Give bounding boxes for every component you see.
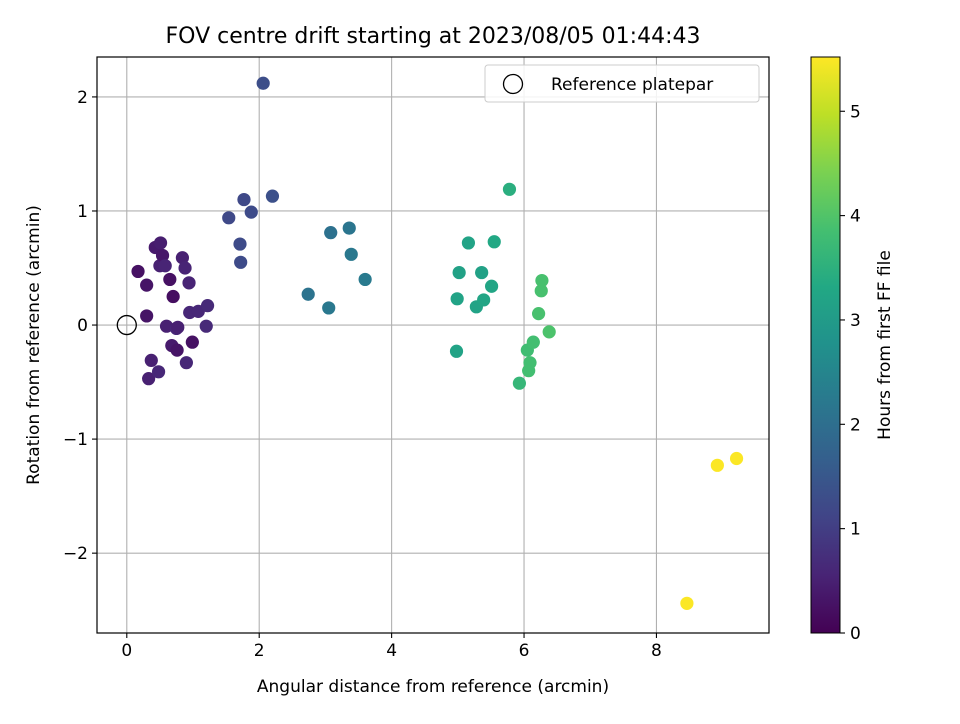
- scatter-point: [151, 365, 166, 379]
- scatter-point: [256, 76, 270, 90]
- y-tick-label: −2: [63, 544, 88, 564]
- scatter-point: [171, 320, 185, 334]
- x-tick-label: 6: [519, 641, 530, 661]
- y-tick-label: 0: [77, 316, 88, 336]
- scatter-point: [534, 284, 548, 298]
- scatter-point: [179, 356, 193, 370]
- legend-box: [484, 64, 760, 103]
- scatter-point: [475, 265, 489, 280]
- x-tick-label: 8: [651, 641, 662, 661]
- scatter-point: [512, 376, 527, 390]
- axes-frame: [96, 56, 770, 634]
- scatter-point: [680, 596, 694, 610]
- scatter-point: [244, 205, 258, 219]
- ticks-layer: 0 2 4 6 8 −2 −1 0 1 2: [63, 88, 662, 661]
- scatter-point: [526, 335, 540, 349]
- scatter-point: [153, 236, 168, 250]
- colorbar-tick-label: 1: [850, 520, 861, 540]
- scatter-point: [142, 372, 156, 386]
- scatter-point: [163, 272, 177, 287]
- chart-title: FOV centre drift starting at 2023/08/05 …: [166, 24, 701, 49]
- scatter-point: [461, 236, 476, 250]
- scatter-point: [234, 255, 248, 269]
- scatter-point: [301, 287, 315, 301]
- scatter-point: [477, 293, 491, 307]
- y-tick-label: −1: [63, 430, 88, 450]
- legend-label-reference: Reference platepar: [551, 75, 713, 95]
- scatter-point: [199, 319, 213, 333]
- colorbar-ticks: 0 1 2 3 4 5: [840, 102, 861, 644]
- scatter-point: [344, 247, 358, 261]
- scatter-point: [450, 292, 464, 306]
- scatter-point: [182, 276, 196, 290]
- colorbar-label: Hours from first FF file: [875, 250, 895, 440]
- scatter-point: [140, 309, 154, 323]
- colorbar: 0 1 2 3 4 5 Hours from first FF file: [810, 56, 895, 644]
- scatter-point: [233, 237, 247, 251]
- scatter-point: [144, 353, 158, 367]
- scatter-point: [175, 251, 190, 265]
- scatter-point: [542, 325, 556, 339]
- x-tick-label: 2: [254, 641, 265, 661]
- scatter-point: [166, 289, 180, 304]
- colorbar-tick-label: 4: [850, 207, 861, 227]
- scatter-point: [487, 235, 501, 249]
- scatter-point: [484, 279, 499, 293]
- scatter-point: [449, 344, 464, 358]
- scatter-point: [324, 226, 338, 240]
- y-tick-label: 1: [77, 202, 88, 222]
- scatter-point: [155, 248, 170, 263]
- scatter-point: [729, 451, 744, 466]
- x-tick-label: 4: [386, 641, 397, 661]
- x-axis-label: Angular distance from reference (arcmin): [257, 677, 609, 697]
- scatter-point: [159, 319, 174, 333]
- scatter-point: [523, 356, 537, 370]
- scatter-point: [502, 182, 517, 196]
- scatter-point: [140, 278, 154, 292]
- colorbar-tick-label: 5: [850, 102, 861, 122]
- scatter-point: [710, 458, 724, 472]
- scatter-point: [200, 299, 215, 313]
- colorbar-gradient: [810, 56, 841, 634]
- scatter-point: [322, 301, 336, 315]
- scatter-point: [222, 211, 236, 225]
- scatter-point: [532, 307, 546, 321]
- x-tick-label: 0: [121, 641, 132, 661]
- y-tick-label: 2: [77, 88, 88, 108]
- points-layer: [116, 76, 744, 610]
- scatter-point: [358, 272, 372, 287]
- legend: Reference platepar: [484, 64, 760, 103]
- scatter-point: [237, 192, 251, 207]
- colorbar-tick-label: 3: [850, 311, 861, 331]
- scatter-point: [452, 265, 466, 280]
- legend-marker-reference: [502, 73, 524, 95]
- scatter-point: [535, 273, 549, 288]
- scatter-point: [131, 264, 145, 279]
- y-axis-label: Rotation from reference (arcmin): [24, 205, 44, 485]
- scatter-point: [342, 221, 356, 235]
- scatter-point: [185, 335, 199, 349]
- reference-platepar-marker: [116, 314, 137, 336]
- scatter-point: [170, 343, 184, 357]
- colorbar-tick-label: 0: [850, 624, 861, 644]
- scatter-point: [178, 261, 192, 275]
- colorbar-tick-label: 2: [850, 415, 861, 435]
- scatter-point: [265, 189, 280, 203]
- scatter-point: [158, 259, 172, 273]
